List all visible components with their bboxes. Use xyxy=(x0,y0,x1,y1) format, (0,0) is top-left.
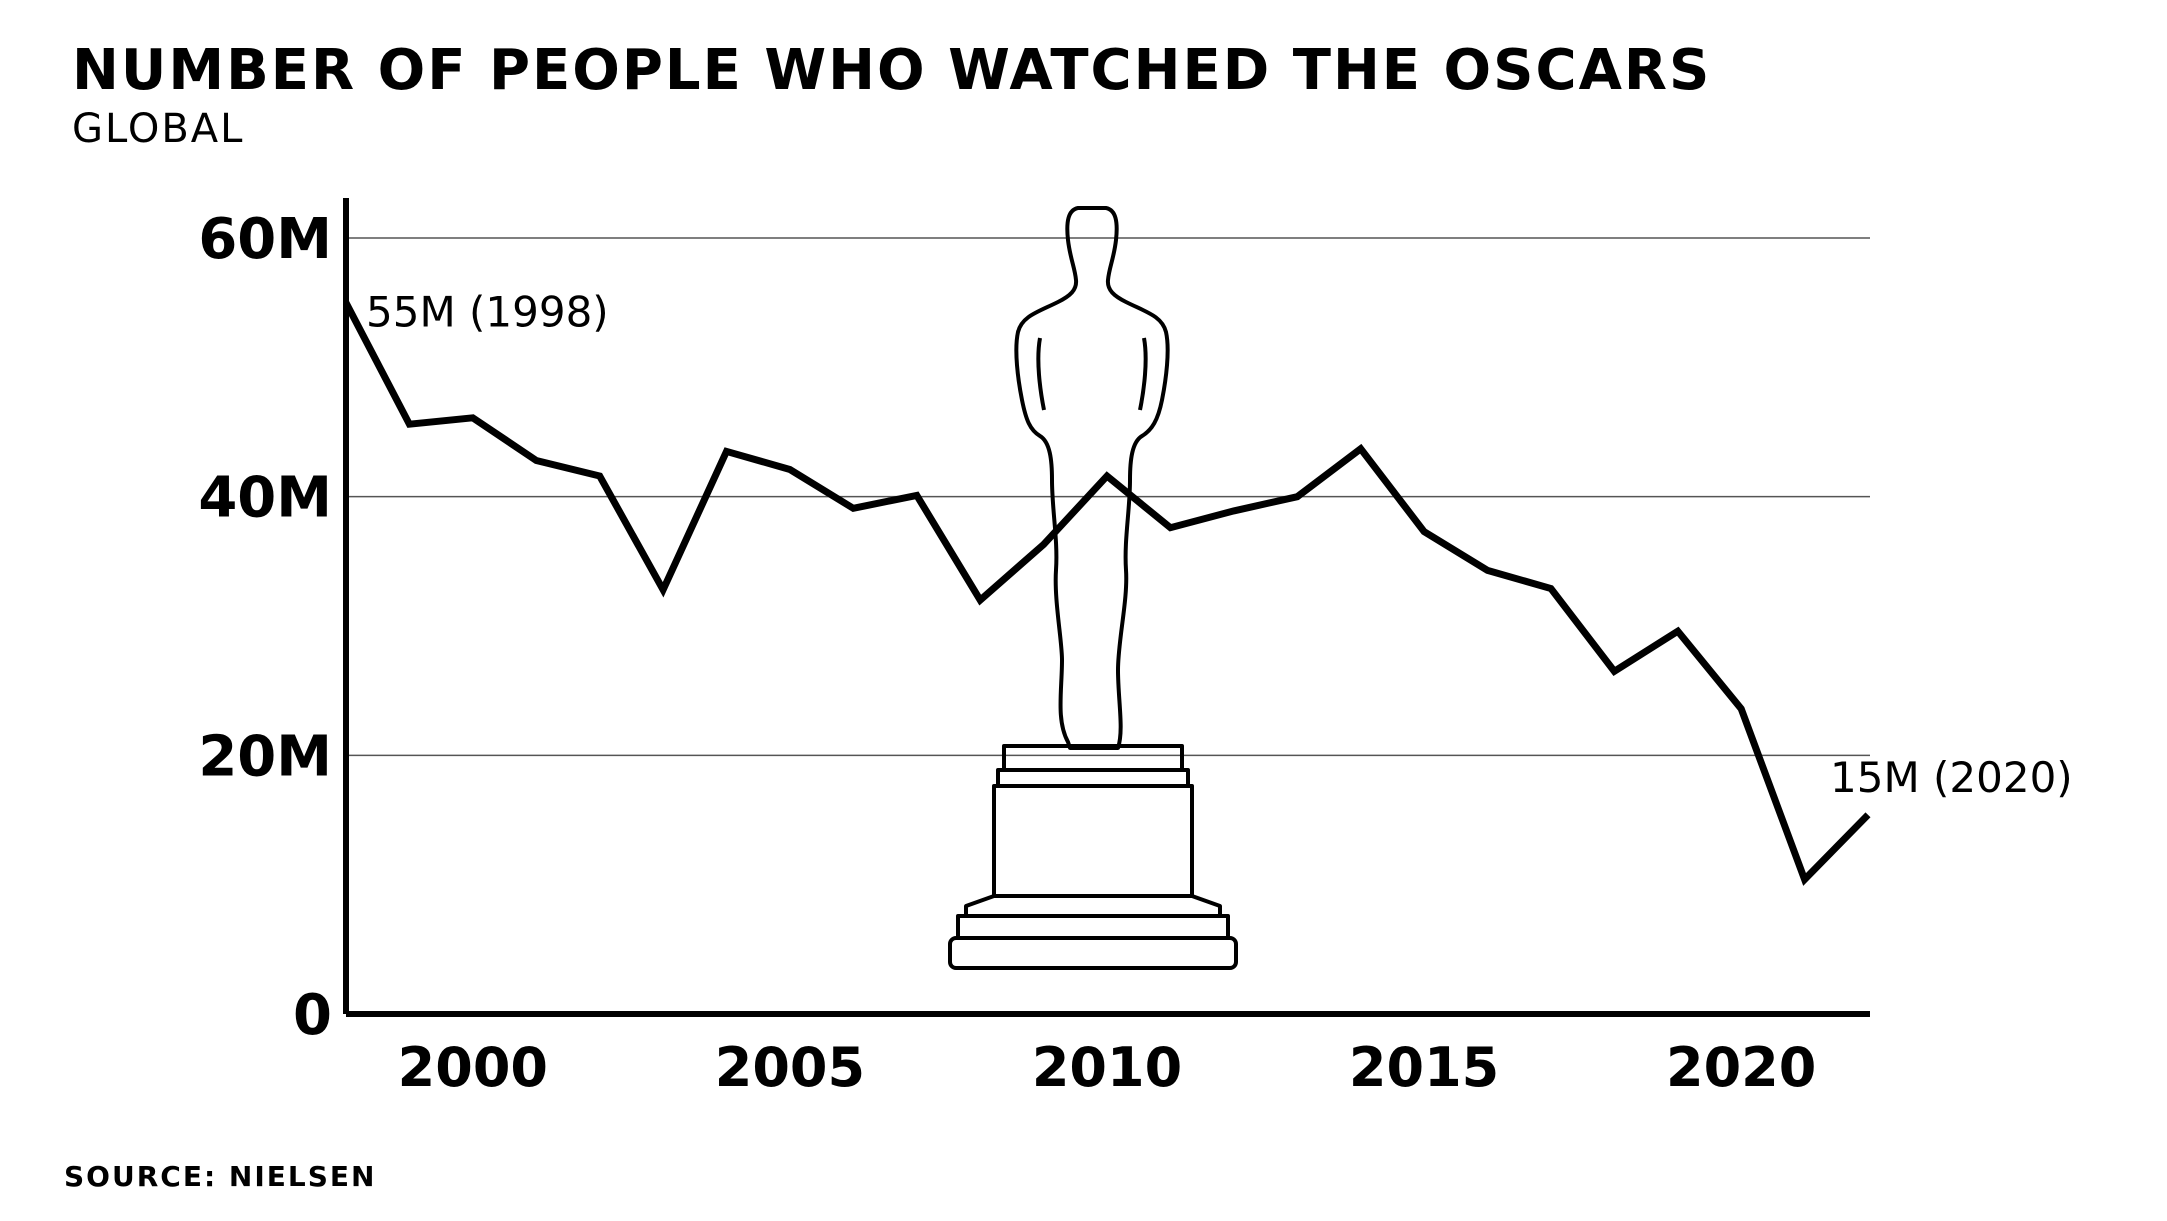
oscar-statue-icon xyxy=(948,206,1238,970)
annotations: 55M (1998) 15M (2020) xyxy=(366,288,2073,802)
chart-subtitle: GLOBAL xyxy=(72,106,245,152)
y-tick-label: 40M xyxy=(198,466,332,531)
series-line xyxy=(342,301,1871,886)
y-tick-label: 60M xyxy=(198,207,332,272)
x-tick-label: 2020 xyxy=(1666,1036,1816,1099)
chart-title: NUMBER OF PEOPLE WHO WATCHED THE OSCARS xyxy=(72,38,1712,103)
x-tick-label: 2015 xyxy=(1349,1036,1499,1099)
gridlines xyxy=(346,237,1870,757)
x-tick-label: 2000 xyxy=(398,1036,548,1099)
y-tick-label: 20M xyxy=(198,724,332,789)
x-axis-ticks: 2000 2005 2010 2015 2020 xyxy=(398,1036,1817,1099)
series-points xyxy=(345,302,1869,880)
x-tick-label: 2010 xyxy=(1032,1036,1182,1099)
annotation-label: 15M (2020) xyxy=(1830,753,2073,802)
source-note: SOURCE: NIELSEN xyxy=(64,1160,377,1193)
x-tick-label: 2005 xyxy=(715,1036,865,1099)
annotation-label: 55M (1998) xyxy=(366,288,609,337)
y-tick-label: 0 xyxy=(293,983,332,1048)
y-axis-ticks: 0 20M 40M 60M xyxy=(198,207,332,1048)
